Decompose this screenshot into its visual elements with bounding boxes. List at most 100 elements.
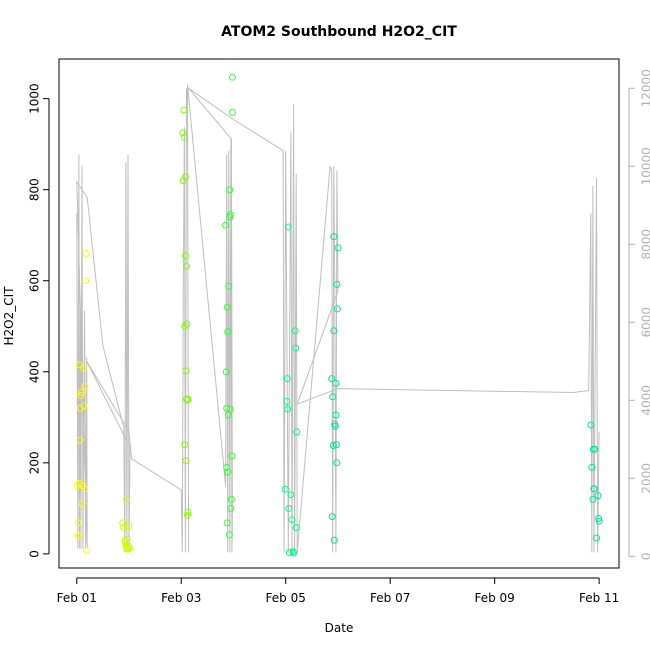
data-point bbox=[222, 368, 230, 376]
data-point bbox=[76, 436, 84, 444]
data-point bbox=[81, 485, 89, 493]
data-point bbox=[330, 233, 338, 241]
data-point bbox=[223, 519, 231, 527]
chart-title: ATOM2 Southbound H2O2_CIT bbox=[221, 24, 457, 40]
data-point bbox=[333, 280, 341, 288]
data-point bbox=[228, 108, 236, 116]
data-point bbox=[330, 327, 338, 335]
data-point bbox=[183, 320, 191, 328]
data-point bbox=[75, 479, 83, 487]
data-point bbox=[281, 485, 289, 493]
data-point bbox=[180, 106, 188, 114]
y-tick-label: 400 bbox=[28, 360, 42, 383]
data-point bbox=[287, 491, 295, 499]
data-point bbox=[82, 249, 90, 257]
data-point bbox=[125, 522, 133, 530]
data-point bbox=[181, 441, 189, 449]
data-point bbox=[593, 534, 600, 542]
data-point bbox=[334, 244, 342, 252]
y-tick-label: 800 bbox=[28, 178, 42, 201]
y-tick-label: 600 bbox=[28, 269, 42, 292]
data-point bbox=[331, 422, 339, 430]
plot-frame bbox=[58, 58, 620, 569]
data-point bbox=[83, 546, 91, 554]
data-point bbox=[293, 428, 301, 436]
data-point bbox=[126, 544, 133, 552]
data-point bbox=[124, 545, 132, 553]
data-point bbox=[123, 535, 131, 543]
data-point bbox=[184, 508, 192, 516]
y2-tick-label: 6000 bbox=[640, 307, 650, 338]
data-point bbox=[181, 252, 189, 260]
data-point bbox=[74, 531, 82, 539]
points-layer bbox=[73, 73, 603, 557]
data-point bbox=[591, 445, 599, 453]
data-point bbox=[80, 364, 88, 372]
data-point bbox=[329, 393, 337, 401]
data-point bbox=[227, 495, 235, 503]
data-point bbox=[595, 514, 603, 522]
data-point bbox=[330, 536, 338, 544]
x-axis: Feb 01 Feb 03 Feb 05 Feb 07 Feb 09 Feb 11 bbox=[57, 577, 619, 605]
data-point bbox=[333, 459, 341, 467]
data-point bbox=[223, 463, 231, 471]
data-point bbox=[590, 485, 598, 493]
x-tick-label: Feb 11 bbox=[579, 591, 619, 605]
y2-tick-label: 0 bbox=[640, 552, 650, 560]
data-point bbox=[76, 404, 84, 412]
data-point bbox=[283, 397, 291, 405]
data-point bbox=[179, 177, 187, 185]
y2-tick-label: 2000 bbox=[640, 463, 650, 494]
x-tick-label: Feb 03 bbox=[161, 591, 201, 605]
data-point bbox=[182, 457, 190, 465]
data-point bbox=[285, 549, 293, 556]
data-point bbox=[285, 504, 293, 512]
data-point bbox=[284, 223, 292, 231]
x-tick-label: Feb 05 bbox=[266, 591, 306, 605]
data-point bbox=[78, 500, 86, 508]
y2-tick-label: 8000 bbox=[640, 229, 650, 260]
data-point bbox=[329, 442, 337, 449]
data-point bbox=[332, 411, 340, 419]
data-point bbox=[283, 375, 291, 383]
data-point bbox=[81, 382, 89, 390]
data-point bbox=[223, 303, 231, 311]
secondary-trace-layer bbox=[76, 84, 600, 553]
x-tick-label: Feb 07 bbox=[370, 591, 410, 605]
data-point bbox=[589, 495, 597, 503]
data-point bbox=[184, 511, 191, 519]
data-point bbox=[222, 221, 230, 229]
x-tick-label: Feb 01 bbox=[57, 591, 97, 605]
data-point bbox=[226, 211, 234, 219]
data-point bbox=[224, 468, 232, 476]
data-point bbox=[588, 463, 596, 471]
data-point bbox=[290, 549, 298, 557]
data-point bbox=[228, 73, 236, 81]
data-point bbox=[225, 531, 233, 539]
y2-tick-label: 10000 bbox=[640, 147, 650, 185]
data-point bbox=[227, 504, 235, 512]
data-point bbox=[594, 492, 602, 500]
data-point bbox=[328, 375, 336, 383]
data-point bbox=[228, 452, 236, 460]
data-point bbox=[332, 441, 340, 449]
data-point bbox=[181, 322, 189, 330]
data-point bbox=[184, 395, 192, 403]
x-axis-label: Date bbox=[325, 621, 354, 635]
data-point bbox=[292, 524, 300, 531]
y-axis-label: H2O2_CIT bbox=[2, 286, 16, 346]
data-point bbox=[225, 282, 233, 290]
x-tick-label: Feb 09 bbox=[474, 591, 514, 605]
data-point bbox=[284, 405, 292, 413]
data-point bbox=[223, 404, 231, 412]
data-point bbox=[74, 519, 82, 527]
data-point bbox=[291, 327, 299, 335]
data-point bbox=[332, 379, 340, 387]
data-point bbox=[119, 519, 127, 527]
y2-tick-label: 12000 bbox=[640, 69, 650, 107]
data-point bbox=[182, 367, 190, 375]
data-point bbox=[80, 402, 88, 410]
y-tick-label: 1000 bbox=[28, 83, 42, 114]
data-point bbox=[181, 173, 189, 181]
